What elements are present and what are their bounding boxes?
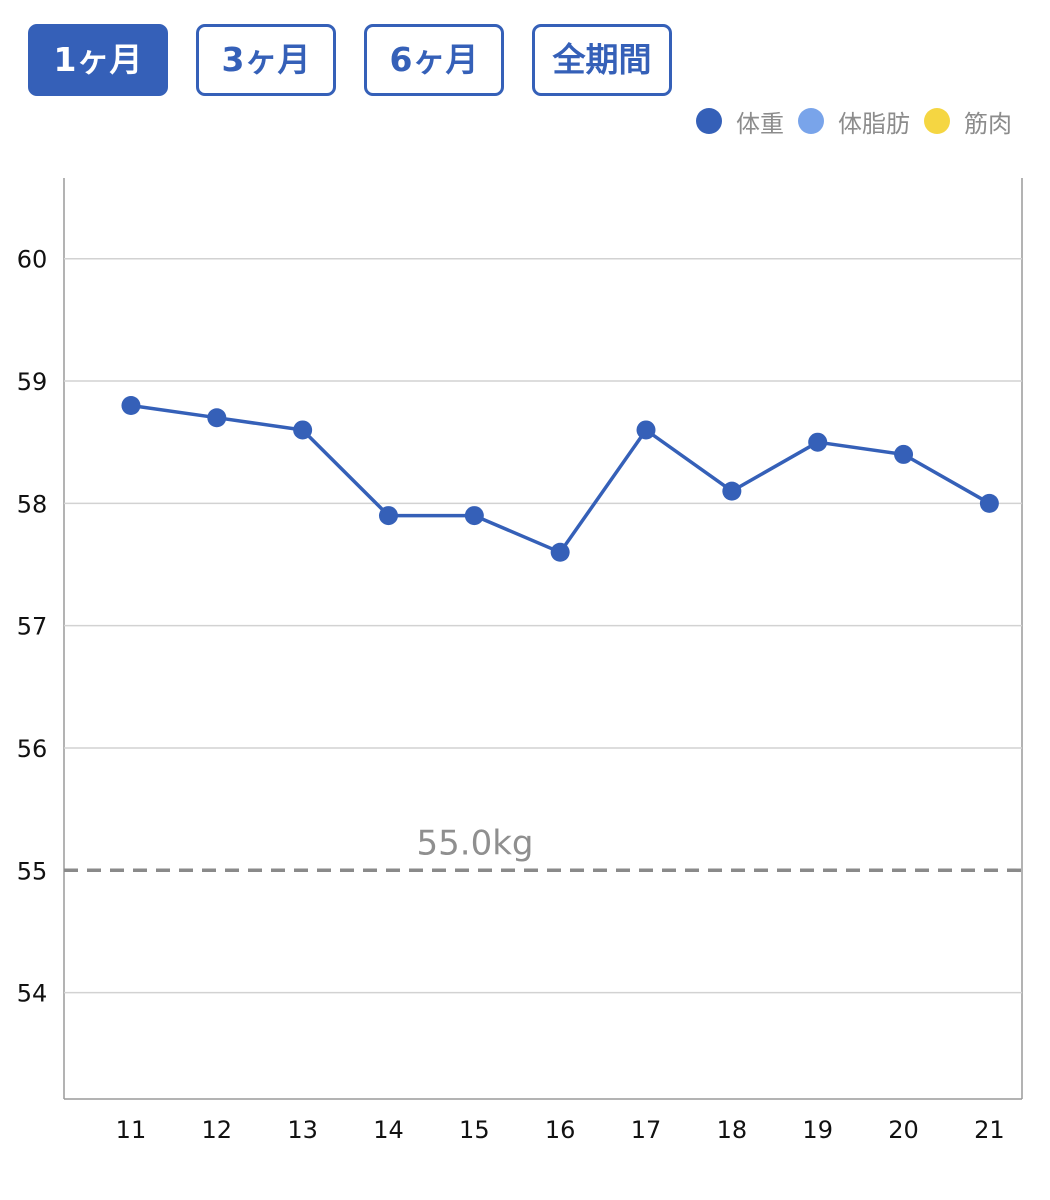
y-tick-label: 60	[17, 246, 48, 274]
x-tick-label: 15	[459, 1116, 490, 1144]
y-tick-label: 58	[17, 490, 48, 518]
legend-dot-muscle	[924, 108, 950, 134]
legend-label-muscle: 筋肉	[964, 109, 1012, 138]
y-tick-label: 56	[17, 735, 48, 763]
y-tick-label: 59	[17, 368, 48, 396]
x-tick-label: 19	[802, 1116, 833, 1144]
data-point-weight	[979, 493, 999, 513]
data-point-weight	[378, 506, 398, 526]
x-tick-label: 12	[202, 1116, 233, 1144]
tab-6-months[interactable]: 6ヶ月	[364, 24, 504, 96]
x-tick-label: 18	[717, 1116, 748, 1144]
data-point-weight	[636, 420, 656, 440]
legend-label-weight: 体重	[736, 109, 784, 138]
x-tick-label: 20	[888, 1116, 919, 1144]
y-tick-label: 55	[17, 857, 48, 885]
data-point-weight	[293, 420, 313, 440]
x-tick-label: 17	[631, 1116, 662, 1144]
data-point-weight	[464, 506, 484, 526]
target-line-label: 55.0kg	[417, 823, 534, 863]
legend-dot-weight	[696, 108, 722, 134]
legend-item-body-fat[interactable]: 体脂肪	[798, 104, 910, 139]
y-tick-label: 54	[17, 980, 48, 1008]
legend-item-weight[interactable]: 体重	[696, 104, 784, 139]
tab-3-months[interactable]: 3ヶ月	[196, 24, 336, 96]
legend-item-muscle[interactable]: 筋肉	[924, 104, 1012, 139]
legend-dot-body-fat	[798, 108, 824, 134]
data-point-weight	[207, 408, 227, 428]
y-tick-label: 57	[17, 613, 48, 641]
tab-all-time[interactable]: 全期間	[532, 24, 672, 96]
data-point-weight	[121, 395, 141, 415]
legend-label-body-fat: 体脂肪	[838, 109, 910, 138]
x-tick-label: 21	[974, 1116, 1005, 1144]
data-point-weight	[722, 481, 742, 501]
series-line-weight	[130, 403, 991, 555]
tab-1-month[interactable]: 1ヶ月	[28, 24, 168, 96]
x-tick-label: 14	[373, 1116, 404, 1144]
data-point-weight	[808, 432, 828, 452]
x-tick-label: 16	[545, 1116, 576, 1144]
x-tick-label: 13	[287, 1116, 318, 1144]
chart-legend: 体重 体脂肪 筋肉	[682, 104, 1012, 138]
data-point-weight	[894, 444, 914, 464]
data-point-weight	[550, 542, 570, 562]
x-tick-label: 11	[116, 1116, 147, 1144]
